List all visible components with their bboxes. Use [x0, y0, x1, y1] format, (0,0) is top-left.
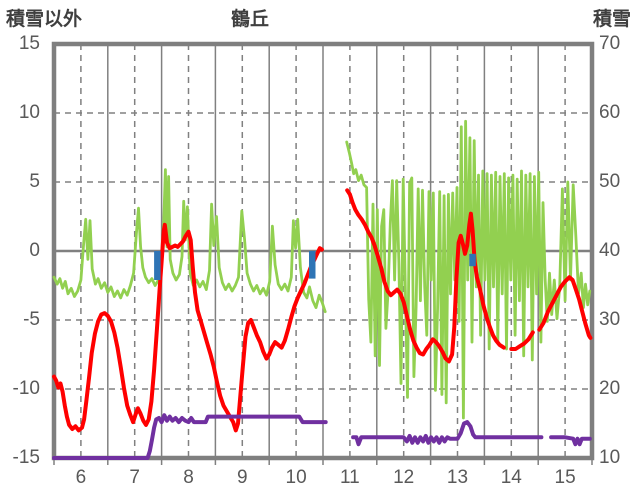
- x-tick-label: 15: [554, 467, 576, 488]
- left-axis-title: 積雪以外: [6, 9, 83, 30]
- y-tick-label: 0: [29, 240, 40, 261]
- y-tick-label: -5: [23, 309, 40, 330]
- purple-line-segment: [351, 420, 544, 447]
- purple-line-segment: [52, 413, 328, 460]
- red-line-segment: [52, 222, 324, 433]
- x-tick-label: 13: [446, 467, 469, 488]
- x-tick-label: 10: [285, 467, 307, 488]
- y-tick-label: 10: [599, 447, 621, 468]
- x-tick-label: 11: [340, 467, 360, 488]
- green-line-segment: [52, 168, 327, 314]
- x-tick-label: 6: [75, 467, 87, 488]
- blue-bars-bar: [154, 251, 161, 280]
- chart-title: 鶴丘: [231, 9, 270, 30]
- x-tick-label: 12: [393, 467, 415, 488]
- plot-border: [51, 41, 595, 461]
- y-tick-label: 70: [599, 33, 621, 54]
- blue-bars-bar: [469, 253, 476, 267]
- right-axis-title: 積雪: [592, 9, 631, 30]
- y-tick-label: 50: [599, 171, 621, 192]
- y-tick-label: 5: [29, 171, 40, 192]
- y-tick-label: -15: [12, 447, 40, 468]
- y-tick-label: -10: [12, 378, 40, 399]
- purple-line-segment: [549, 435, 592, 447]
- red-line-segment: [509, 330, 535, 351]
- blue-bars-bar: [309, 251, 316, 279]
- red-line-segment: [537, 275, 593, 340]
- y-tick-label: 60: [599, 102, 621, 123]
- x-tick-label: 9: [237, 467, 248, 488]
- y-tick-label: 40: [599, 240, 621, 261]
- y-tick-label: 20: [599, 378, 621, 399]
- x-tick-label: 14: [500, 467, 522, 488]
- x-tick-label: 8: [183, 467, 194, 488]
- green-line-segment: [345, 119, 592, 420]
- y-tick-label: 15: [18, 33, 40, 54]
- y-tick-label: 10: [18, 102, 40, 123]
- y-tick-label: 30: [599, 309, 621, 330]
- x-tick-label: 7: [129, 467, 140, 488]
